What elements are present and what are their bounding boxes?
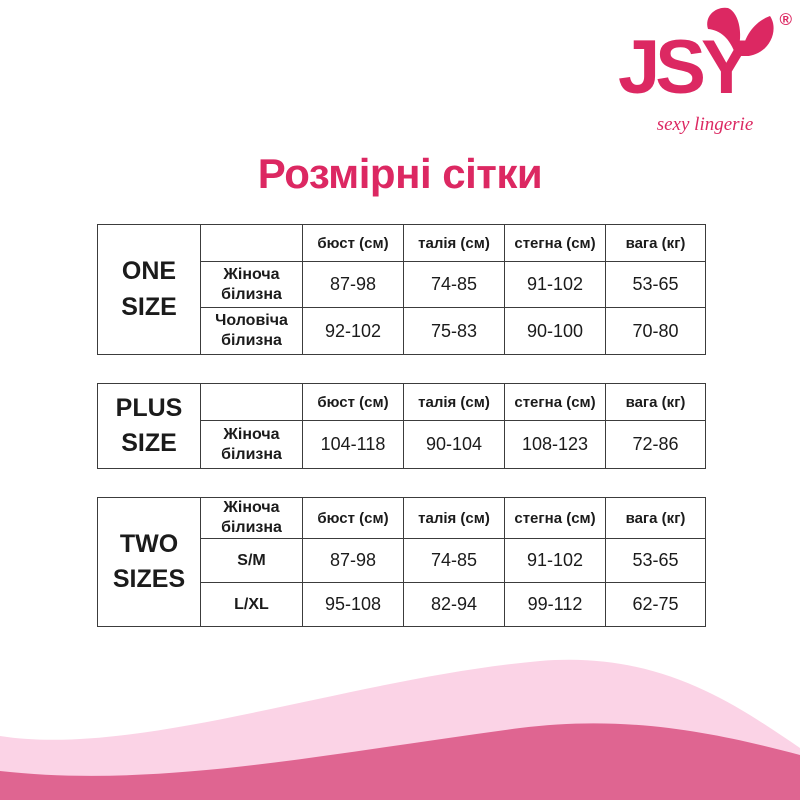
- value-cell: 72-86: [605, 420, 706, 469]
- corner-cell: Жіноча білизна: [200, 497, 303, 539]
- column-header-bust: бюст (см): [302, 383, 404, 421]
- column-header-bust: бюст (см): [302, 224, 404, 262]
- value-cell: 92-102: [302, 307, 404, 355]
- value-cell: 74-85: [403, 538, 505, 583]
- value-cell: 62-75: [605, 582, 706, 627]
- column-header-waist: талія (см): [403, 383, 505, 421]
- column-header-hips: стегна (см): [504, 497, 606, 539]
- row-label: Чоловіча білизна: [200, 307, 303, 355]
- brand-logo: JSY ® sexy lingerie: [612, 4, 794, 144]
- value-cell: 87-98: [302, 261, 404, 308]
- plus-size-table: PLUS SIZE бюст (см) талія (см) стегна (с…: [97, 383, 706, 469]
- column-header-hips: стегна (см): [504, 224, 606, 262]
- header-row: PLUS SIZE бюст (см) талія (см) стегна (с…: [97, 383, 706, 469]
- size-group-label: TWO SIZES: [97, 497, 201, 627]
- row-label: L/XL: [200, 582, 303, 627]
- value-cell: 82-94: [403, 582, 505, 627]
- logo-tagline: sexy lingerie: [656, 114, 754, 135]
- value-cell: 74-85: [403, 261, 505, 308]
- size-group-label: ONE SIZE: [97, 224, 201, 355]
- column-header-waist: талія (см): [403, 497, 505, 539]
- logo-wordmark: JSY: [618, 25, 752, 110]
- value-cell: 70-80: [605, 307, 706, 355]
- column-header-bust: бюст (см): [302, 497, 404, 539]
- header-row: ONE SIZE бюст (см) талія (см) стегна (см…: [97, 224, 706, 355]
- column-header-weight: вага (кг): [605, 383, 706, 421]
- size-group-label: PLUS SIZE: [97, 383, 201, 469]
- wave-light-shape: [0, 659, 800, 800]
- value-cell: 53-65: [605, 538, 706, 583]
- page-title: Розмірні сітки: [257, 150, 543, 197]
- row-label: Жіноча білизна: [200, 261, 303, 308]
- value-cell: 99-112: [504, 582, 606, 627]
- value-cell: 87-98: [302, 538, 404, 583]
- table-row: Жіноча білизна 104-118 90-104 108-123 72…: [98, 420, 706, 469]
- column-header-waist: талія (см): [403, 224, 505, 262]
- value-cell: 90-104: [403, 420, 505, 469]
- column-header-weight: вага (кг): [605, 224, 706, 262]
- value-cell: 95-108: [302, 582, 404, 627]
- header-row: TWO SIZES Жіноча білизна бюст (см) талія…: [97, 497, 706, 627]
- value-cell: 91-102: [504, 261, 606, 308]
- value-cell: 53-65: [605, 261, 706, 308]
- corner-cell: [200, 224, 303, 262]
- wave-dark-shape: [0, 723, 800, 800]
- value-cell: 75-83: [403, 307, 505, 355]
- logo-leaves-icon: [707, 7, 774, 56]
- value-cell: 108-123: [504, 420, 606, 469]
- column-header-hips: стегна (см): [504, 383, 606, 421]
- column-header-weight: вага (кг): [605, 497, 706, 539]
- registered-trademark-icon: ®: [779, 10, 792, 29]
- row-label: S/M: [200, 538, 303, 583]
- table-row: L/XL 95-108 82-94 99-112 62-75: [98, 582, 706, 627]
- one-size-table: ONE SIZE бюст (см) талія (см) стегна (см…: [97, 224, 706, 355]
- value-cell: 104-118: [302, 420, 404, 469]
- corner-cell: [200, 383, 303, 421]
- table-row: Чоловіча білизна 92-102 75-83 90-100 70-…: [98, 307, 706, 355]
- value-cell: 90-100: [504, 307, 606, 355]
- value-cell: 91-102: [504, 538, 606, 583]
- row-label: Жіноча білизна: [200, 420, 303, 469]
- two-sizes-table: TWO SIZES Жіноча білизна бюст (см) талія…: [97, 497, 706, 627]
